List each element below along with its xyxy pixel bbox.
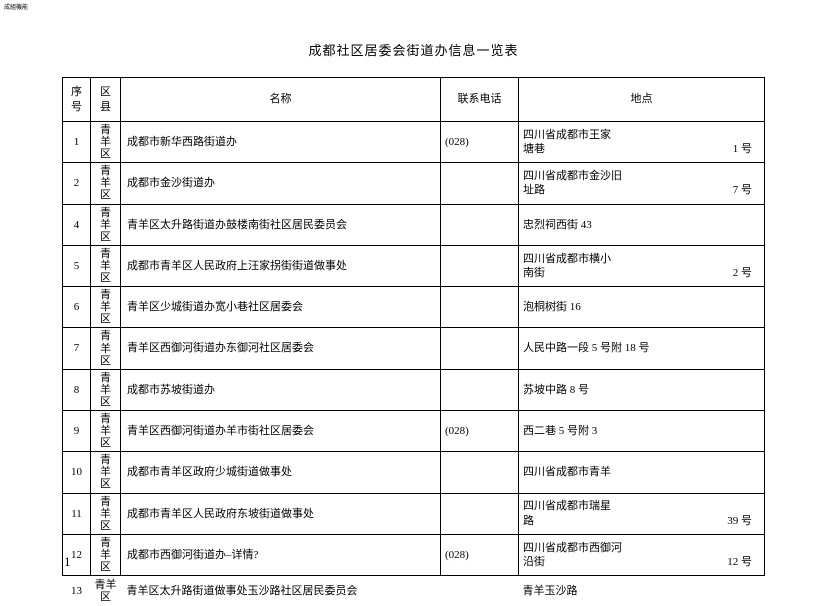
cell-phone [441,369,519,410]
table-row: 5青羊区成都市青羊区人民政府上汪家拐街街道做事处 四川省成都市横小南街2 号 [63,245,765,286]
cell-phone [441,204,519,245]
cell-name: 成都市西御河街道办–详情? [121,534,441,575]
cell-name: 青羊区太升路街道做事处玉沙路社区居民委员会 [121,576,441,606]
col-name: 名称 [121,78,441,122]
cell-seq: 13 [63,576,91,606]
cell-name: 青羊区少城街道办宽小巷社区居委会 [121,287,441,328]
cell-address: 四川省成都市金沙旧址路7 号 [519,163,765,204]
cell-phone [441,163,519,204]
cell-address: 四川省成都市瑞星路39 号 [519,493,765,534]
cell-address: 人民中路一段 5 号附 18 号 [519,328,765,369]
cell-district: 青羊区 [91,163,121,204]
cell-phone [441,287,519,328]
cell-district: 青羊区 [91,204,121,245]
cell-district: 青羊区 [91,122,121,163]
table-row: 6青羊区青羊区少城街道办宽小巷社区居委会 泡桐树街 16 [63,287,765,328]
table-row: 7青羊区青羊区西御河街道办东御河社区居委会 人民中路一段 5 号附 18 号 [63,328,765,369]
header-row: 序号 区县 名称 联系电话 地点 [63,78,765,122]
cell-seq: 10 [63,452,91,493]
cell-phone [441,245,519,286]
cell-name: 成都市青羊区人民政府东坡街道做事处 [121,493,441,534]
cell-phone [441,328,519,369]
cell-district: 青羊区 [91,369,121,410]
table-row: 10青羊区成都市青羊区政府少城街道做事处 四川省成都市青羊 [63,452,765,493]
cell-address: 西二巷 5 号附 3 [519,410,765,451]
cell-address: 忠烈祠西街 43 [519,204,765,245]
col-phone: 联系电话 [441,78,519,122]
cell-name: 成都市青羊区人民政府上汪家拐街街道做事处 [121,245,441,286]
col-seq: 序号 [63,78,91,122]
page: 成都社区居委会街道办信息一览表 序号 区县 名称 联系电话 地点 1青羊区成都市… [0,0,827,606]
table-body: 1青羊区成都市新华西路街道办(028)四川省成都市王家塘巷1 号2青羊区成都市金… [63,122,765,606]
cell-address: 青羊玉沙路 [519,576,765,606]
table-row: 8青羊区成都市苏坡街道办 苏坡中路 8 号 [63,369,765,410]
cell-seq: 8 [63,369,91,410]
cell-seq: 7 [63,328,91,369]
cell-name: 成都市苏坡街道办 [121,369,441,410]
table-row: 9青羊区青羊区西御河街道办羊市街社区居委会(028)西二巷 5 号附 3 [63,410,765,451]
cell-phone: (028) [441,534,519,575]
cell-seq: 1 [63,122,91,163]
table-row: 12青羊区成都市西御河街道办–详情?(028)四川省成都市西御河沿街12 号 [63,534,765,575]
cell-name: 青羊区太升路街道办鼓楼南街社区居民委员会 [121,204,441,245]
cell-name: 成都市青羊区政府少城街道做事处 [121,452,441,493]
document-title: 成都社区居委会街道办信息一览表 [62,40,765,59]
page-number: 1 [64,554,71,570]
cell-district: 青羊区 [91,534,121,575]
table-row: 13青羊区青羊区太升路街道做事处玉沙路社区居民委员会 青羊玉沙路 [63,576,765,606]
table-row: 4青羊区青羊区太升路街道办鼓楼南街社区居民委员会 忠烈祠西街 43 [63,204,765,245]
cell-address: 四川省成都市青羊 [519,452,765,493]
cell-phone: (028) [441,410,519,451]
cell-district: 青羊区 [91,452,121,493]
cell-district: 青羊区 [91,328,121,369]
header-mark: 成組機能 [4,2,28,11]
cell-seq: 4 [63,204,91,245]
cell-phone: (028) [441,122,519,163]
cell-name: 青羊区西御河街道办羊市街社区居委会 [121,410,441,451]
cell-seq: 11 [63,493,91,534]
col-address: 地点 [519,78,765,122]
cell-address: 泡桐树街 16 [519,287,765,328]
table-row: 11青羊区成都市青羊区人民政府东坡街道做事处 四川省成都市瑞星路39 号 [63,493,765,534]
cell-seq: 5 [63,245,91,286]
cell-seq: 2 [63,163,91,204]
cell-district: 青羊区 [91,245,121,286]
cell-name: 青羊区西御河街道办东御河社区居委会 [121,328,441,369]
cell-address: 四川省成都市横小南街2 号 [519,245,765,286]
cell-seq: 9 [63,410,91,451]
cell-phone [441,493,519,534]
cell-phone [441,576,519,606]
table-row: 2青羊区成都市金沙街道办 四川省成都市金沙旧址路7 号 [63,163,765,204]
cell-address: 苏坡中路 8 号 [519,369,765,410]
cell-name: 成都市新华西路街道办 [121,122,441,163]
cell-district: 青羊区 [91,410,121,451]
cell-address: 四川省成都市王家塘巷1 号 [519,122,765,163]
cell-district: 青羊区 [91,493,121,534]
cell-district: 青羊区 [91,287,121,328]
table-row: 1青羊区成都市新华西路街道办(028)四川省成都市王家塘巷1 号 [63,122,765,163]
cell-seq: 6 [63,287,91,328]
cell-address: 四川省成都市西御河沿街12 号 [519,534,765,575]
cell-district: 青羊区 [91,576,121,606]
col-district: 区县 [91,78,121,122]
cell-name: 成都市金沙街道办 [121,163,441,204]
cell-phone [441,452,519,493]
data-table: 序号 区县 名称 联系电话 地点 1青羊区成都市新华西路街道办(028)四川省成… [62,77,765,606]
